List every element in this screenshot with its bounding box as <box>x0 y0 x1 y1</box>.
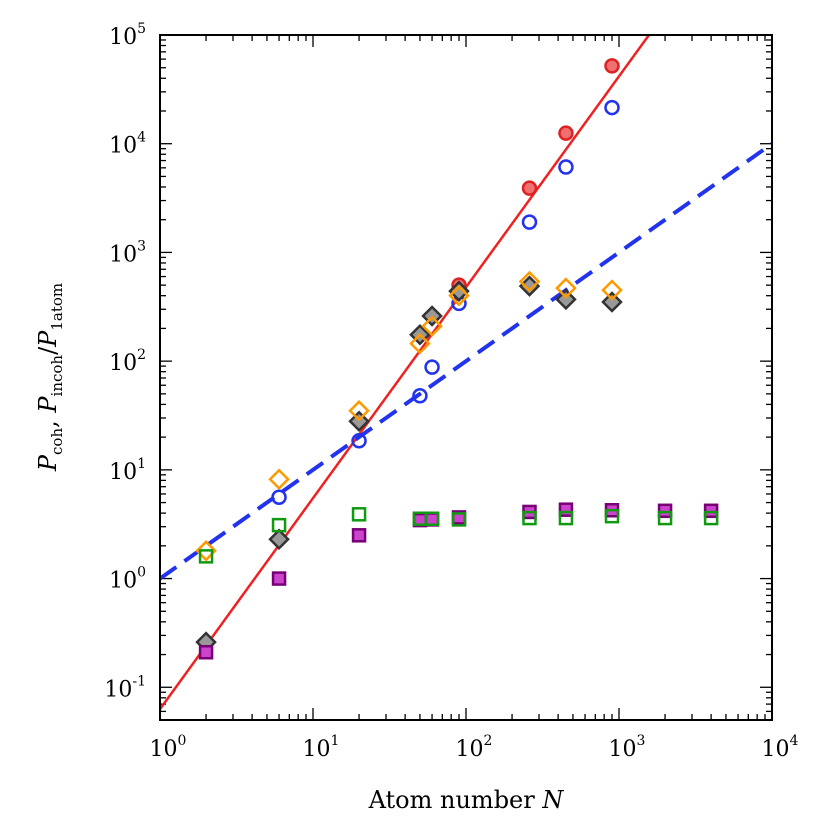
x-tick-label: 101 <box>303 733 340 762</box>
open-blue-circle-point <box>351 433 367 449</box>
open-orange-diamond-point <box>518 270 541 293</box>
y-axis-label-part: P <box>34 454 62 472</box>
y-axis-label: Pcoh​, Pincoh​/P1atom​ <box>34 283 66 472</box>
coherent-fit-line <box>160 35 650 710</box>
y-axis-label-part: P <box>34 396 62 414</box>
grey-diamond-point <box>601 291 623 313</box>
x-axis-label-var: N <box>541 786 564 814</box>
x-axis-label-text: Atom number <box>368 786 543 814</box>
open-green-square-point <box>424 511 440 526</box>
magenta-square-point <box>351 528 367 543</box>
open-orange-diamonds-series <box>195 270 623 562</box>
open-blue-circle-point <box>558 159 574 175</box>
y-tick-label: 105 <box>109 21 146 50</box>
grey-diamond-point <box>268 528 290 551</box>
data-markers <box>195 58 719 660</box>
x-tick-label: 103 <box>609 733 646 762</box>
plot-frame <box>159 34 773 721</box>
open-green-square-point <box>522 510 537 526</box>
open-blue-circle-point <box>424 359 440 375</box>
y-tick-label: 104 <box>109 130 146 159</box>
open-green-square-point <box>604 508 620 524</box>
grey-diamonds-series <box>195 275 623 653</box>
y-axis-label-subscript: 1atom <box>48 283 66 331</box>
y-tick-label: 103 <box>109 238 146 267</box>
open-blue-circle-point <box>271 489 287 505</box>
open-green-square-point <box>451 512 467 527</box>
y-axis-label-subscript: incoh <box>48 355 66 397</box>
x-tick-label: 100 <box>150 733 187 762</box>
incoherent-fit-line <box>160 142 772 581</box>
magenta-square-point <box>198 644 214 660</box>
magenta-square-point <box>703 503 719 519</box>
open-orange-diamond-point <box>409 332 431 355</box>
filled-red-circle-point <box>521 180 538 196</box>
open-green-square-point <box>558 510 574 526</box>
open-orange-diamond-point <box>555 277 577 299</box>
fit-lines <box>160 35 772 710</box>
open-blue-circle-point <box>604 99 620 116</box>
magenta-square-point <box>558 502 574 517</box>
open-green-square-point <box>351 507 367 522</box>
y-tick-label: 100 <box>109 565 146 594</box>
y-axis-label-part: / <box>34 346 62 355</box>
y-tick-label: 101 <box>109 456 146 485</box>
x-tick-label: 102 <box>456 733 493 762</box>
open-blue-circle-point <box>412 388 428 404</box>
y-tick-label: 10-1 <box>104 673 146 702</box>
x-tick-label: 104 <box>762 733 799 762</box>
open-blue-circle-point <box>521 214 538 230</box>
magenta-square-point <box>271 571 287 586</box>
open-orange-diamond-point <box>348 399 370 422</box>
magenta-square-point <box>657 503 673 519</box>
open-green-squares-series <box>198 507 719 564</box>
filled-red-circle-point <box>558 125 574 141</box>
y-axis-label-part: P <box>34 330 62 348</box>
y-tick-label: 102 <box>109 347 146 376</box>
open-green-square-point <box>703 510 719 526</box>
open-orange-diamond-point <box>268 468 290 490</box>
open-green-square-point <box>271 517 287 533</box>
open-green-square-point <box>198 549 214 564</box>
filled-red-circle-point <box>604 58 620 74</box>
open-blue-circles-series <box>271 99 620 505</box>
grey-diamond-point <box>448 280 470 302</box>
tick-labels: 100 101 102 103 104 10-1 100 101 102 103 104 105 <box>104 21 798 762</box>
y-axis-label-subscript: coh <box>48 428 66 455</box>
grey-diamond-point <box>555 288 577 311</box>
y-axis-label-part: , <box>34 413 62 428</box>
x-axis-label: Atom number N <box>368 786 565 814</box>
open-orange-diamond-point <box>601 279 623 301</box>
magenta-squares-series <box>198 502 719 660</box>
filled-red-circles-series <box>451 58 620 293</box>
open-orange-diamond-point <box>195 540 217 562</box>
open-orange-diamond-point <box>448 284 470 307</box>
open-green-square-point <box>657 510 673 526</box>
open-orange-diamond-point <box>421 315 443 337</box>
tick-marks <box>159 34 773 721</box>
